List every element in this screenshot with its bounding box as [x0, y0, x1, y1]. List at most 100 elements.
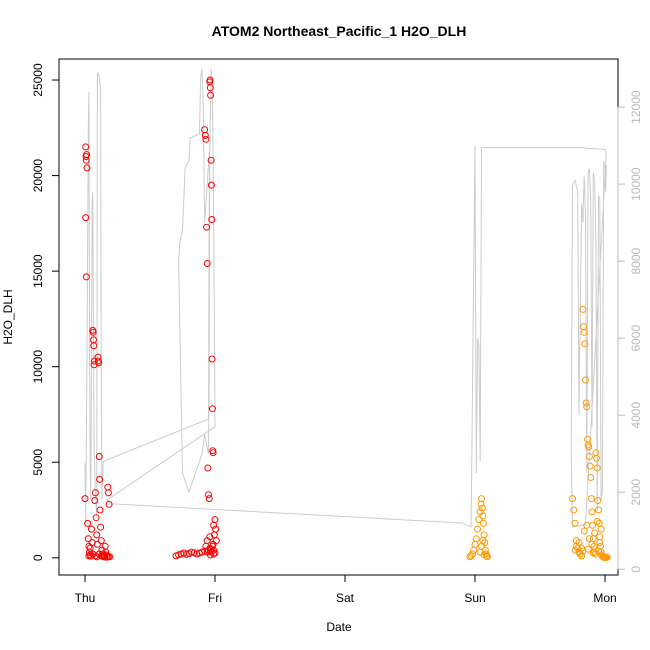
data-point — [593, 518, 601, 525]
data-point — [589, 549, 597, 557]
data-point — [82, 273, 90, 281]
data-point — [472, 535, 480, 543]
data-point — [91, 552, 99, 560]
data-point — [475, 516, 483, 524]
data-point — [584, 435, 591, 443]
data-point — [208, 405, 216, 413]
data-point — [101, 542, 109, 550]
data-point — [90, 361, 98, 369]
data-point — [468, 550, 476, 558]
y-axis: 0 5000 10000 15000 20000 25000 — [31, 63, 60, 561]
data-point — [97, 537, 105, 545]
y-tick-label: 15000 — [31, 254, 45, 288]
data-point — [478, 504, 486, 512]
y-tick-label: 5000 — [31, 449, 45, 476]
data-point — [88, 525, 95, 533]
x-tick-label: Mon — [593, 591, 616, 605]
data-point — [208, 216, 216, 223]
data-point — [90, 357, 98, 365]
data-point — [579, 305, 587, 313]
data-point — [586, 462, 594, 470]
data-point — [82, 214, 90, 222]
data-point — [82, 143, 90, 151]
data-point — [480, 551, 488, 559]
data-point — [585, 535, 593, 543]
data-point — [583, 403, 591, 411]
chart-title: ATOM2 Northeast_Pacific_1 H2O_DLH — [212, 23, 467, 39]
data-point — [578, 552, 586, 560]
data-point — [474, 525, 482, 533]
y-axis-label: H2O_DLH — [1, 289, 15, 344]
data-point — [585, 453, 593, 460]
data-point — [479, 537, 487, 545]
altitude-line — [84, 68, 607, 528]
data-point — [93, 540, 101, 548]
data-point — [581, 340, 589, 348]
data-point — [207, 156, 215, 164]
data-point — [467, 552, 475, 560]
data-point — [83, 151, 91, 159]
data-point — [206, 76, 214, 84]
data-point — [206, 84, 214, 92]
data-point — [580, 527, 588, 535]
data-point — [104, 553, 112, 561]
data-point — [204, 464, 212, 472]
data-point — [96, 475, 104, 483]
data-point — [470, 546, 478, 554]
data-point — [84, 519, 92, 527]
x-axis: Thu Fri Sat Sun Mon — [75, 574, 617, 605]
data-point — [205, 491, 212, 499]
plot-box — [58, 58, 619, 576]
data-point — [591, 529, 599, 537]
data-point — [83, 164, 91, 172]
data-point — [471, 540, 479, 548]
y-tick-label: 25000 — [31, 63, 45, 97]
x-tick-label: Sun — [464, 591, 485, 605]
data-point — [91, 489, 99, 497]
y-right-tick-label: 10000 — [629, 167, 643, 201]
data-point — [592, 449, 600, 457]
x-tick-label: Fri — [208, 591, 222, 605]
data-point — [587, 474, 595, 481]
data-point — [86, 544, 94, 552]
data-point — [212, 525, 220, 533]
altitude-line-layer — [84, 68, 607, 528]
data-point — [206, 533, 214, 541]
data-point — [478, 542, 485, 550]
data-point — [593, 464, 601, 472]
data-point — [207, 91, 215, 99]
data-point — [206, 551, 214, 559]
data-point — [93, 531, 101, 539]
data-point — [596, 539, 604, 546]
data-point — [95, 453, 103, 460]
data-point — [583, 521, 591, 529]
data-point — [81, 495, 89, 503]
data-point — [90, 342, 98, 350]
data-point — [203, 223, 211, 231]
data-point — [588, 508, 596, 516]
y-right-tick-label: 0 — [629, 566, 643, 573]
points-layer — [81, 76, 611, 561]
data-point — [212, 537, 220, 545]
x-tick-label: Thu — [75, 591, 96, 605]
data-point — [201, 131, 209, 139]
y-right-tick-label: 6000 — [629, 325, 643, 352]
data-point — [597, 525, 605, 533]
data-point — [477, 500, 485, 508]
data-point — [596, 533, 604, 541]
data-point — [104, 483, 112, 491]
data-point — [91, 497, 99, 504]
data-point — [571, 546, 579, 554]
data-point — [208, 355, 216, 363]
y-tick-label: 10000 — [31, 350, 45, 384]
data-point — [211, 516, 219, 524]
y-right-axis: 0 2000 4000 6000 8000 10000 12000 — [617, 90, 643, 573]
data-point — [569, 495, 576, 503]
y-tick-label: 20000 — [31, 159, 45, 193]
data-point — [480, 519, 487, 527]
data-point — [580, 328, 588, 336]
data-point — [97, 523, 105, 531]
y-tick-label: 0 — [31, 554, 45, 561]
data-point — [594, 497, 602, 504]
